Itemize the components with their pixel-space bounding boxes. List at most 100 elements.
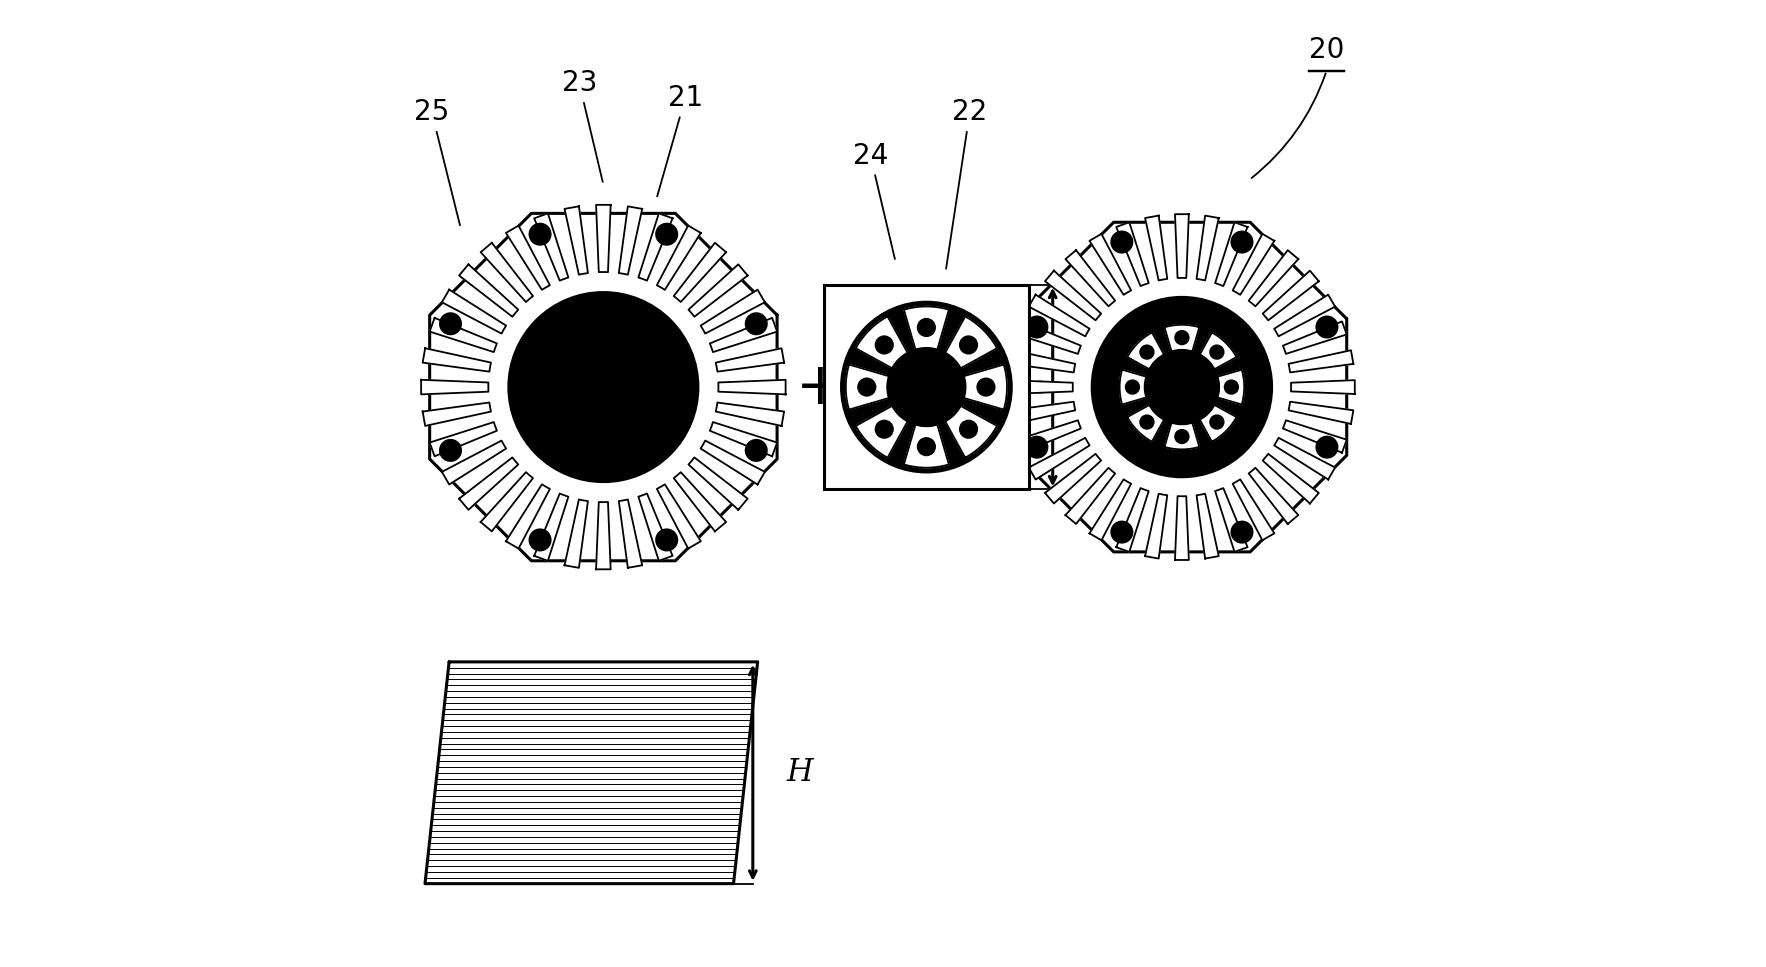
Polygon shape — [710, 318, 777, 352]
Circle shape — [1316, 316, 1337, 337]
Polygon shape — [904, 425, 948, 468]
Circle shape — [1116, 321, 1247, 453]
Polygon shape — [618, 206, 643, 275]
Polygon shape — [597, 205, 611, 272]
Circle shape — [657, 529, 678, 550]
Polygon shape — [1289, 401, 1353, 424]
Circle shape — [745, 313, 766, 335]
Circle shape — [530, 223, 551, 245]
Circle shape — [876, 421, 894, 438]
Polygon shape — [1090, 480, 1132, 541]
Polygon shape — [1164, 325, 1199, 352]
Polygon shape — [689, 264, 747, 317]
Polygon shape — [675, 243, 726, 302]
Circle shape — [509, 293, 698, 482]
Polygon shape — [1144, 494, 1167, 559]
Circle shape — [1160, 366, 1203, 408]
Text: 24: 24 — [853, 141, 895, 259]
Bar — [825, 285, 1028, 489]
Polygon shape — [675, 472, 726, 532]
Polygon shape — [505, 225, 549, 290]
Polygon shape — [429, 214, 777, 561]
Polygon shape — [1017, 222, 1347, 552]
Polygon shape — [533, 493, 569, 561]
Polygon shape — [904, 307, 948, 350]
Circle shape — [1091, 298, 1272, 477]
Polygon shape — [459, 457, 517, 510]
Text: 25: 25 — [413, 99, 459, 225]
Circle shape — [657, 223, 678, 245]
Circle shape — [888, 348, 964, 425]
Polygon shape — [422, 348, 491, 371]
Polygon shape — [1045, 454, 1102, 504]
Circle shape — [1141, 415, 1153, 428]
Text: +: + — [796, 359, 844, 416]
Polygon shape — [1282, 421, 1347, 453]
Polygon shape — [1144, 216, 1167, 280]
Text: H: H — [786, 757, 812, 788]
Circle shape — [1026, 436, 1047, 457]
Circle shape — [745, 440, 766, 461]
Text: 22: 22 — [947, 99, 987, 269]
Circle shape — [842, 303, 1012, 472]
Circle shape — [530, 529, 551, 550]
Polygon shape — [442, 441, 507, 484]
Circle shape — [1174, 429, 1189, 443]
Polygon shape — [565, 206, 588, 275]
Polygon shape — [710, 422, 777, 456]
Polygon shape — [846, 365, 890, 410]
Circle shape — [440, 313, 461, 335]
Polygon shape — [1045, 271, 1102, 320]
Circle shape — [1224, 380, 1238, 394]
Polygon shape — [1116, 222, 1148, 286]
Polygon shape — [1249, 250, 1298, 307]
Circle shape — [901, 362, 952, 412]
Polygon shape — [1217, 369, 1245, 404]
Text: $h_2$: $h_2$ — [1091, 371, 1125, 403]
Polygon shape — [715, 348, 784, 371]
Circle shape — [977, 378, 994, 396]
Polygon shape — [1233, 234, 1275, 295]
Polygon shape — [701, 290, 765, 334]
Polygon shape — [1164, 423, 1199, 450]
Circle shape — [1111, 521, 1132, 542]
Polygon shape — [1010, 350, 1075, 372]
Circle shape — [876, 337, 894, 354]
Polygon shape — [565, 500, 588, 568]
Circle shape — [858, 378, 876, 396]
Text: 21: 21 — [657, 84, 703, 196]
Polygon shape — [1233, 480, 1275, 541]
Text: 20: 20 — [1309, 36, 1344, 64]
Polygon shape — [480, 472, 533, 532]
Polygon shape — [1197, 494, 1219, 559]
Circle shape — [1231, 231, 1252, 252]
Polygon shape — [1249, 468, 1298, 524]
Polygon shape — [459, 264, 517, 317]
Polygon shape — [719, 380, 786, 395]
Circle shape — [1210, 415, 1224, 428]
Circle shape — [918, 438, 934, 455]
Polygon shape — [426, 661, 758, 884]
Text: 23: 23 — [562, 70, 602, 182]
Polygon shape — [422, 402, 491, 425]
Polygon shape — [1289, 350, 1353, 372]
Polygon shape — [1282, 321, 1347, 354]
Circle shape — [1125, 380, 1139, 394]
Polygon shape — [1199, 405, 1236, 442]
Polygon shape — [657, 225, 701, 290]
Polygon shape — [1120, 369, 1146, 404]
Polygon shape — [1275, 438, 1335, 480]
Polygon shape — [1065, 250, 1114, 307]
Polygon shape — [1263, 454, 1319, 504]
Polygon shape — [701, 441, 765, 484]
Polygon shape — [1010, 401, 1075, 424]
Polygon shape — [1017, 321, 1081, 354]
Polygon shape — [1017, 421, 1081, 453]
Polygon shape — [1215, 488, 1247, 552]
Polygon shape — [1127, 333, 1164, 369]
Polygon shape — [618, 500, 643, 568]
Polygon shape — [597, 502, 611, 570]
Polygon shape — [420, 380, 489, 395]
Circle shape — [961, 337, 977, 354]
Polygon shape — [1263, 271, 1319, 320]
